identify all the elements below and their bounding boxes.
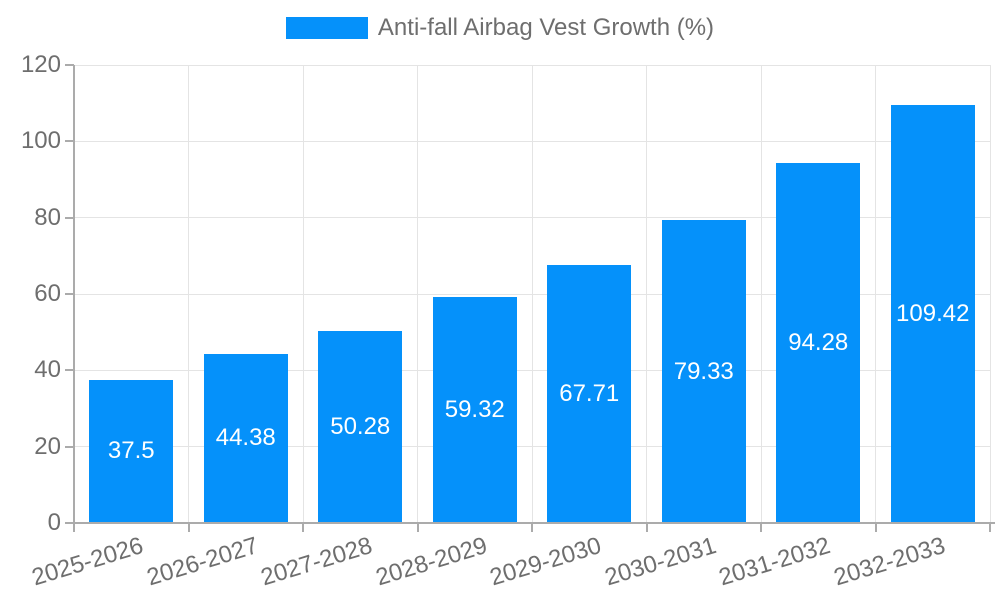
legend-series-label: Anti-fall Airbag Vest Growth (%): [377, 14, 715, 41]
x-axis-tick-label: 2028-2029: [372, 532, 491, 592]
x-axis-tick: [760, 523, 762, 532]
x-axis-tick-label: 2030-2031: [601, 532, 720, 592]
grid-line-vertical: [531, 65, 533, 523]
y-axis-tick: [65, 216, 74, 219]
y-axis-tick: [65, 64, 74, 66]
y-axis-tick: [65, 369, 74, 372]
x-axis-tick: [416, 523, 419, 532]
x-axis-tick: [187, 523, 190, 532]
bar-value-label: 79.33: [673, 357, 734, 385]
grid-line-vertical: [875, 65, 876, 523]
bar[interactable]: [776, 163, 861, 523]
x-axis-tick: [989, 523, 991, 532]
grid-line-vertical: [646, 65, 647, 523]
x-axis-tick-label: 2032-2033: [830, 532, 949, 592]
y-axis-tick-label: 100: [20, 127, 61, 155]
bar-value-label: 37.5: [107, 437, 155, 465]
bar-value-label: 44.38: [215, 424, 276, 452]
bar[interactable]: [890, 105, 975, 523]
chart-legend[interactable]: Anti-fall Airbag Vest Growth (%): [0, 14, 1000, 42]
x-axis-tick-label: 2027-2028: [258, 532, 376, 592]
grid-line-vertical: [417, 65, 418, 523]
bar-value-label: 59.32: [444, 395, 505, 423]
grid-line-vertical: [188, 65, 189, 523]
y-axis-tick: [65, 445, 74, 448]
x-axis-tick: [645, 523, 648, 532]
x-axis-line: [65, 522, 995, 524]
grid-line-vertical: [989, 65, 991, 523]
bar[interactable]: [89, 379, 174, 523]
bar[interactable]: [432, 296, 517, 523]
x-axis-tick-label: 2026-2027: [143, 532, 262, 592]
bar-value-label: 67.71: [559, 379, 620, 407]
y-axis-tick-label: 20: [34, 432, 61, 460]
y-axis-tick-label: 120: [20, 51, 61, 78]
bar-value-label: 109.42: [896, 300, 970, 328]
y-axis-tick-label: 40: [34, 356, 61, 384]
x-axis-tick: [302, 523, 304, 532]
plot-area: 37.5 44.38 50.28 59.32 67.71 79.33 94.28 109.42: [74, 64, 991, 523]
x-axis-tick: [531, 523, 533, 532]
bar[interactable]: [203, 353, 288, 523]
x-axis-tick: [874, 523, 877, 532]
bar-value-label: 94.28: [788, 329, 849, 357]
y-axis-tick: [65, 293, 74, 295]
bar[interactable]: [661, 220, 746, 523]
bar[interactable]: [318, 331, 403, 523]
y-axis-tick: [65, 140, 74, 143]
y-axis-line: [73, 65, 75, 523]
bar[interactable]: [547, 264, 632, 523]
x-axis-tick-label: 2025-2026: [29, 532, 147, 592]
legend-color-swatch-icon: [285, 17, 368, 39]
bar-value-label: 50.28: [330, 413, 391, 441]
y-axis-tick-label: 60: [34, 280, 61, 307]
x-axis-tick-label: 2031-2032: [716, 532, 834, 592]
y-axis-tick-label: 80: [34, 203, 61, 231]
grid-line-vertical: [302, 65, 304, 523]
x-axis-tick-label: 2029-2030: [487, 532, 605, 592]
y-axis-tick-label: 0: [47, 509, 61, 536]
x-axis-tick: [73, 523, 75, 532]
grid-line-vertical: [760, 65, 762, 523]
